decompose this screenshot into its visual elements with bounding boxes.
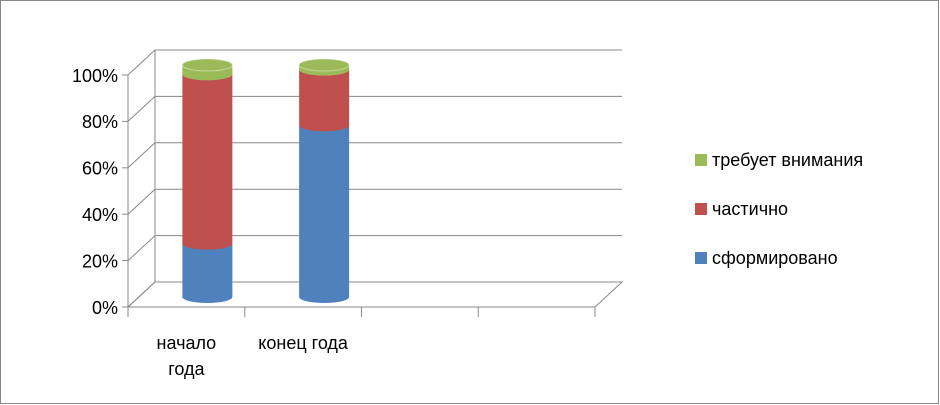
legend-swatch: [695, 252, 707, 264]
grid-line: [127, 188, 622, 215]
legend-swatch: [695, 203, 707, 215]
grid-line: [127, 235, 622, 261]
bar-segment: [299, 119, 350, 303]
y-tick-label: 0%: [92, 298, 118, 318]
grid-line: [127, 49, 622, 76]
legend-label: частично: [712, 199, 788, 219]
grid-line: [127, 95, 622, 122]
grid-line: [127, 142, 622, 169]
bar-segment: [182, 68, 233, 250]
bar-segment: [182, 237, 233, 303]
y-tick-label: 40%: [82, 205, 118, 225]
legend-label: требует внимания: [712, 150, 863, 170]
y-tick-label: 60%: [82, 159, 118, 179]
cylinder-top: [298, 58, 350, 72]
y-tick-label: 80%: [82, 112, 118, 132]
cylinder-top: [181, 58, 233, 72]
y-tick-label: 20%: [82, 251, 118, 271]
legend-label: сформировано: [712, 248, 838, 268]
x-tick-label: начало года: [156, 333, 217, 379]
y-tick-label: 100%: [72, 66, 118, 86]
x-tick-label: конец года: [258, 333, 348, 353]
legend-swatch: [695, 154, 707, 166]
grid-line: [127, 281, 622, 308]
bar-segment: [299, 63, 350, 132]
